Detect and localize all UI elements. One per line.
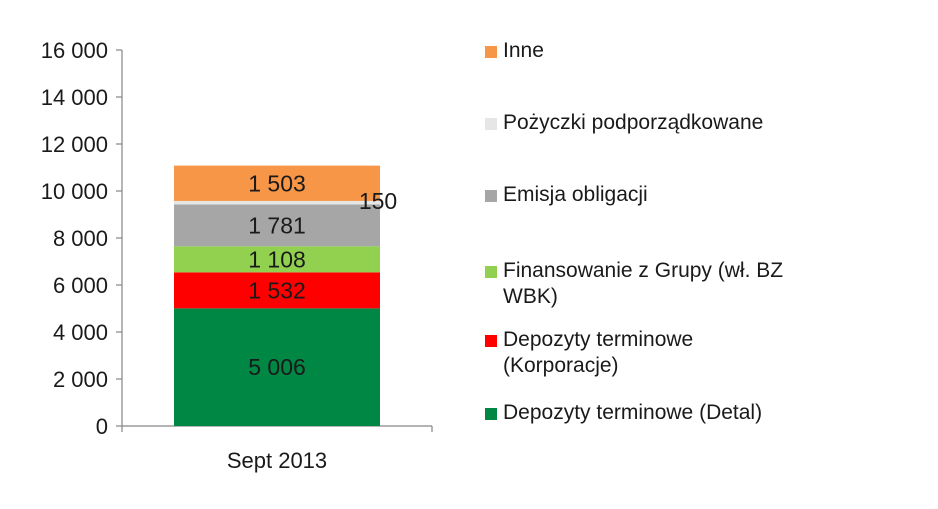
y-tick-label: 14 000 <box>41 85 108 110</box>
data-label-inne: 1 503 <box>248 170 306 196</box>
data-labels: 5 006 1 532 1 108 1 781 150 1 503 <box>248 170 397 380</box>
bar-segment-finansowanie-z-grupy-w-bz-wbk <box>174 246 380 273</box>
data-label-depozyty-terminowe-korporacje: 1 532 <box>248 277 306 303</box>
data-label-depozyty-terminowe-detal: 5 006 <box>248 354 306 380</box>
legend-item-depozyty-korporacje: Depozyty terminowe (Korporacje) <box>485 327 693 379</box>
y-tick-label: 8 000 <box>53 226 108 251</box>
chart-axes: 0 2 000 4 000 6 000 8 000 10 000 12 000 14 000 1… <box>41 38 433 473</box>
y-tick-label: 12 000 <box>41 132 108 157</box>
legend-label: Depozyty terminowe (Korporacje) <box>503 328 694 377</box>
bar-segment-emisja-obligacji <box>174 204 380 247</box>
legend-swatch <box>485 46 497 58</box>
y-tick-label: 0 <box>96 414 108 439</box>
bar-segment-depozyty-terminowe-korporacje <box>174 272 380 309</box>
legend-label: Inne <box>503 39 544 62</box>
legend-swatch <box>485 408 497 420</box>
data-label-emisja-obligacji: 1 781 <box>248 212 306 238</box>
legend-swatch <box>485 190 497 202</box>
legend-item-depozyty-detal: Depozyty terminowe (Detal) <box>485 400 762 426</box>
legend-swatch <box>485 335 497 347</box>
legend-item-finansowanie-z-grupy: Finansowanie z Grupy (wł. BZ WBK) <box>485 258 783 310</box>
stacked-bar-chart: 0 2 000 4 000 6 000 8 000 10 000 12 000 14 000 1… <box>41 38 433 473</box>
bar-segment-depozyty-terminowe-detal <box>174 308 380 426</box>
y-tick-label: 2 000 <box>53 367 108 392</box>
data-label-po-yczki-podporz-dkowane: 150 <box>359 188 397 214</box>
legend-item-emisja-obligacji: Emisja obligacji <box>485 182 648 208</box>
legend-item-pozyczki-podporzadkowane: Pożyczki podporządkowane <box>485 110 763 136</box>
legend-label: Pożyczki podporządkowane <box>503 111 764 134</box>
legend-label: Finansowanie z Grupy (wł. BZ WBK) <box>503 259 784 308</box>
x-category-label: Sept 2013 <box>227 448 327 473</box>
y-tick-label: 10 000 <box>41 179 108 204</box>
legend-swatch <box>485 266 497 278</box>
y-tick-label: 16 000 <box>41 38 108 63</box>
legend-item-inne: Inne <box>485 38 544 64</box>
y-tick-label: 4 000 <box>53 320 108 345</box>
bar-segment-inne <box>174 165 380 201</box>
data-label-finansowanie-z-grupy-w-bz-wbk: 1 108 <box>248 246 306 272</box>
bar-segments <box>174 165 380 426</box>
legend-label: Depozyty terminowe (Detal) <box>503 401 763 424</box>
legend-swatch <box>485 118 497 130</box>
legend-label: Emisja obligacji <box>503 183 648 206</box>
bar-segment-po-yczki-podporz-dkowane <box>174 200 380 205</box>
y-tick-label: 6 000 <box>53 273 108 298</box>
